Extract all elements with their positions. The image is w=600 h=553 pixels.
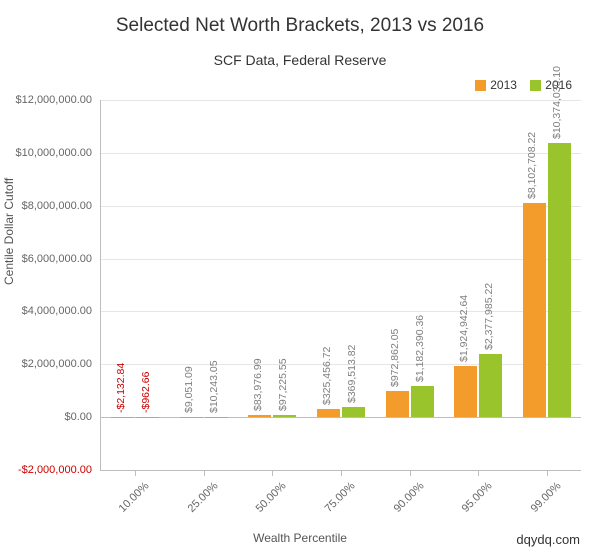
bar-value-label: $8,102,708.22 (526, 132, 538, 199)
y-tick-label: $12,000,000.00 (0, 94, 92, 106)
x-tick-label: 25.00% (178, 480, 220, 522)
y-axis-title: Centile Dollar Cutoff (2, 178, 16, 285)
x-tick-label: 75.00% (315, 480, 357, 522)
gridline (101, 206, 581, 207)
bar (317, 409, 340, 418)
gridline (101, 259, 581, 260)
x-tick-label: 90.00% (384, 480, 426, 522)
bar-value-label: $369,513.82 (346, 345, 358, 403)
bar-value-label: $9,051.09 (183, 366, 195, 413)
bar-value-label: $972,862.05 (389, 329, 401, 387)
x-tick (204, 470, 205, 476)
bar (454, 366, 477, 417)
gridline (101, 311, 581, 312)
x-tick (547, 470, 548, 476)
gridline (101, 100, 581, 101)
y-tick-label: $8,000,000.00 (0, 200, 92, 212)
bar (111, 417, 134, 418)
bar (136, 417, 159, 418)
chart-subtitle: SCF Data, Federal Reserve (0, 52, 600, 68)
bar-value-label: -$2,132.84 (115, 362, 127, 412)
x-axis-title: Wealth Percentile (0, 531, 600, 545)
x-tick-label: 95.00% (452, 480, 494, 522)
zero-line (101, 417, 581, 418)
y-tick-label: $4,000,000.00 (0, 305, 92, 317)
bar (180, 417, 203, 418)
legend-swatch-2013 (475, 80, 486, 91)
bar-value-label: $10,243.05 (208, 360, 220, 413)
y-tick-label: $2,000,000.00 (0, 358, 92, 370)
x-tick (478, 470, 479, 476)
bar (386, 391, 409, 417)
y-tick-label: $6,000,000.00 (0, 253, 92, 265)
chart-title: Selected Net Worth Brackets, 2013 vs 201… (0, 15, 600, 37)
x-tick (272, 470, 273, 476)
bar (342, 407, 365, 417)
attribution: dqydq.com (516, 532, 580, 547)
bar-value-label: $10,374,030.10 (551, 66, 563, 139)
bar (523, 203, 546, 417)
bar-value-label: $83,976.99 (252, 358, 264, 411)
legend-swatch-2016 (530, 80, 541, 91)
legend-label-2013: 2013 (490, 78, 517, 92)
bar-value-label: $2,377,985.22 (483, 283, 495, 350)
bar (548, 143, 571, 417)
gridline (101, 364, 581, 365)
y-tick-label: $0.00 (0, 411, 92, 423)
x-tick (341, 470, 342, 476)
gridline (101, 153, 581, 154)
x-tick-label: 50.00% (246, 480, 288, 522)
bar-value-label: $1,924,942.64 (458, 295, 470, 362)
legend-item-2013: 2013 (475, 78, 517, 92)
bar (248, 415, 271, 417)
x-tick (410, 470, 411, 476)
bar (411, 386, 434, 417)
bar-value-label: $1,182,390.36 (414, 315, 426, 382)
bar (479, 354, 502, 417)
plot-area: -$2,132.84-$962.6610.00%$9,051.09$10,243… (100, 100, 581, 471)
bar (273, 415, 296, 418)
x-tick-label: 99.00% (521, 480, 563, 522)
bar-value-label: $97,225.55 (277, 358, 289, 411)
chart-container: Selected Net Worth Brackets, 2013 vs 201… (0, 0, 600, 553)
bar (205, 417, 228, 418)
bar-value-label: -$962.66 (140, 371, 152, 412)
bar-value-label: $325,456.72 (321, 346, 333, 404)
x-tick-label: 10.00% (109, 480, 151, 522)
x-tick (135, 470, 136, 476)
y-tick-label: -$2,000,000.00 (0, 464, 92, 476)
y-tick-label: $10,000,000.00 (0, 147, 92, 159)
